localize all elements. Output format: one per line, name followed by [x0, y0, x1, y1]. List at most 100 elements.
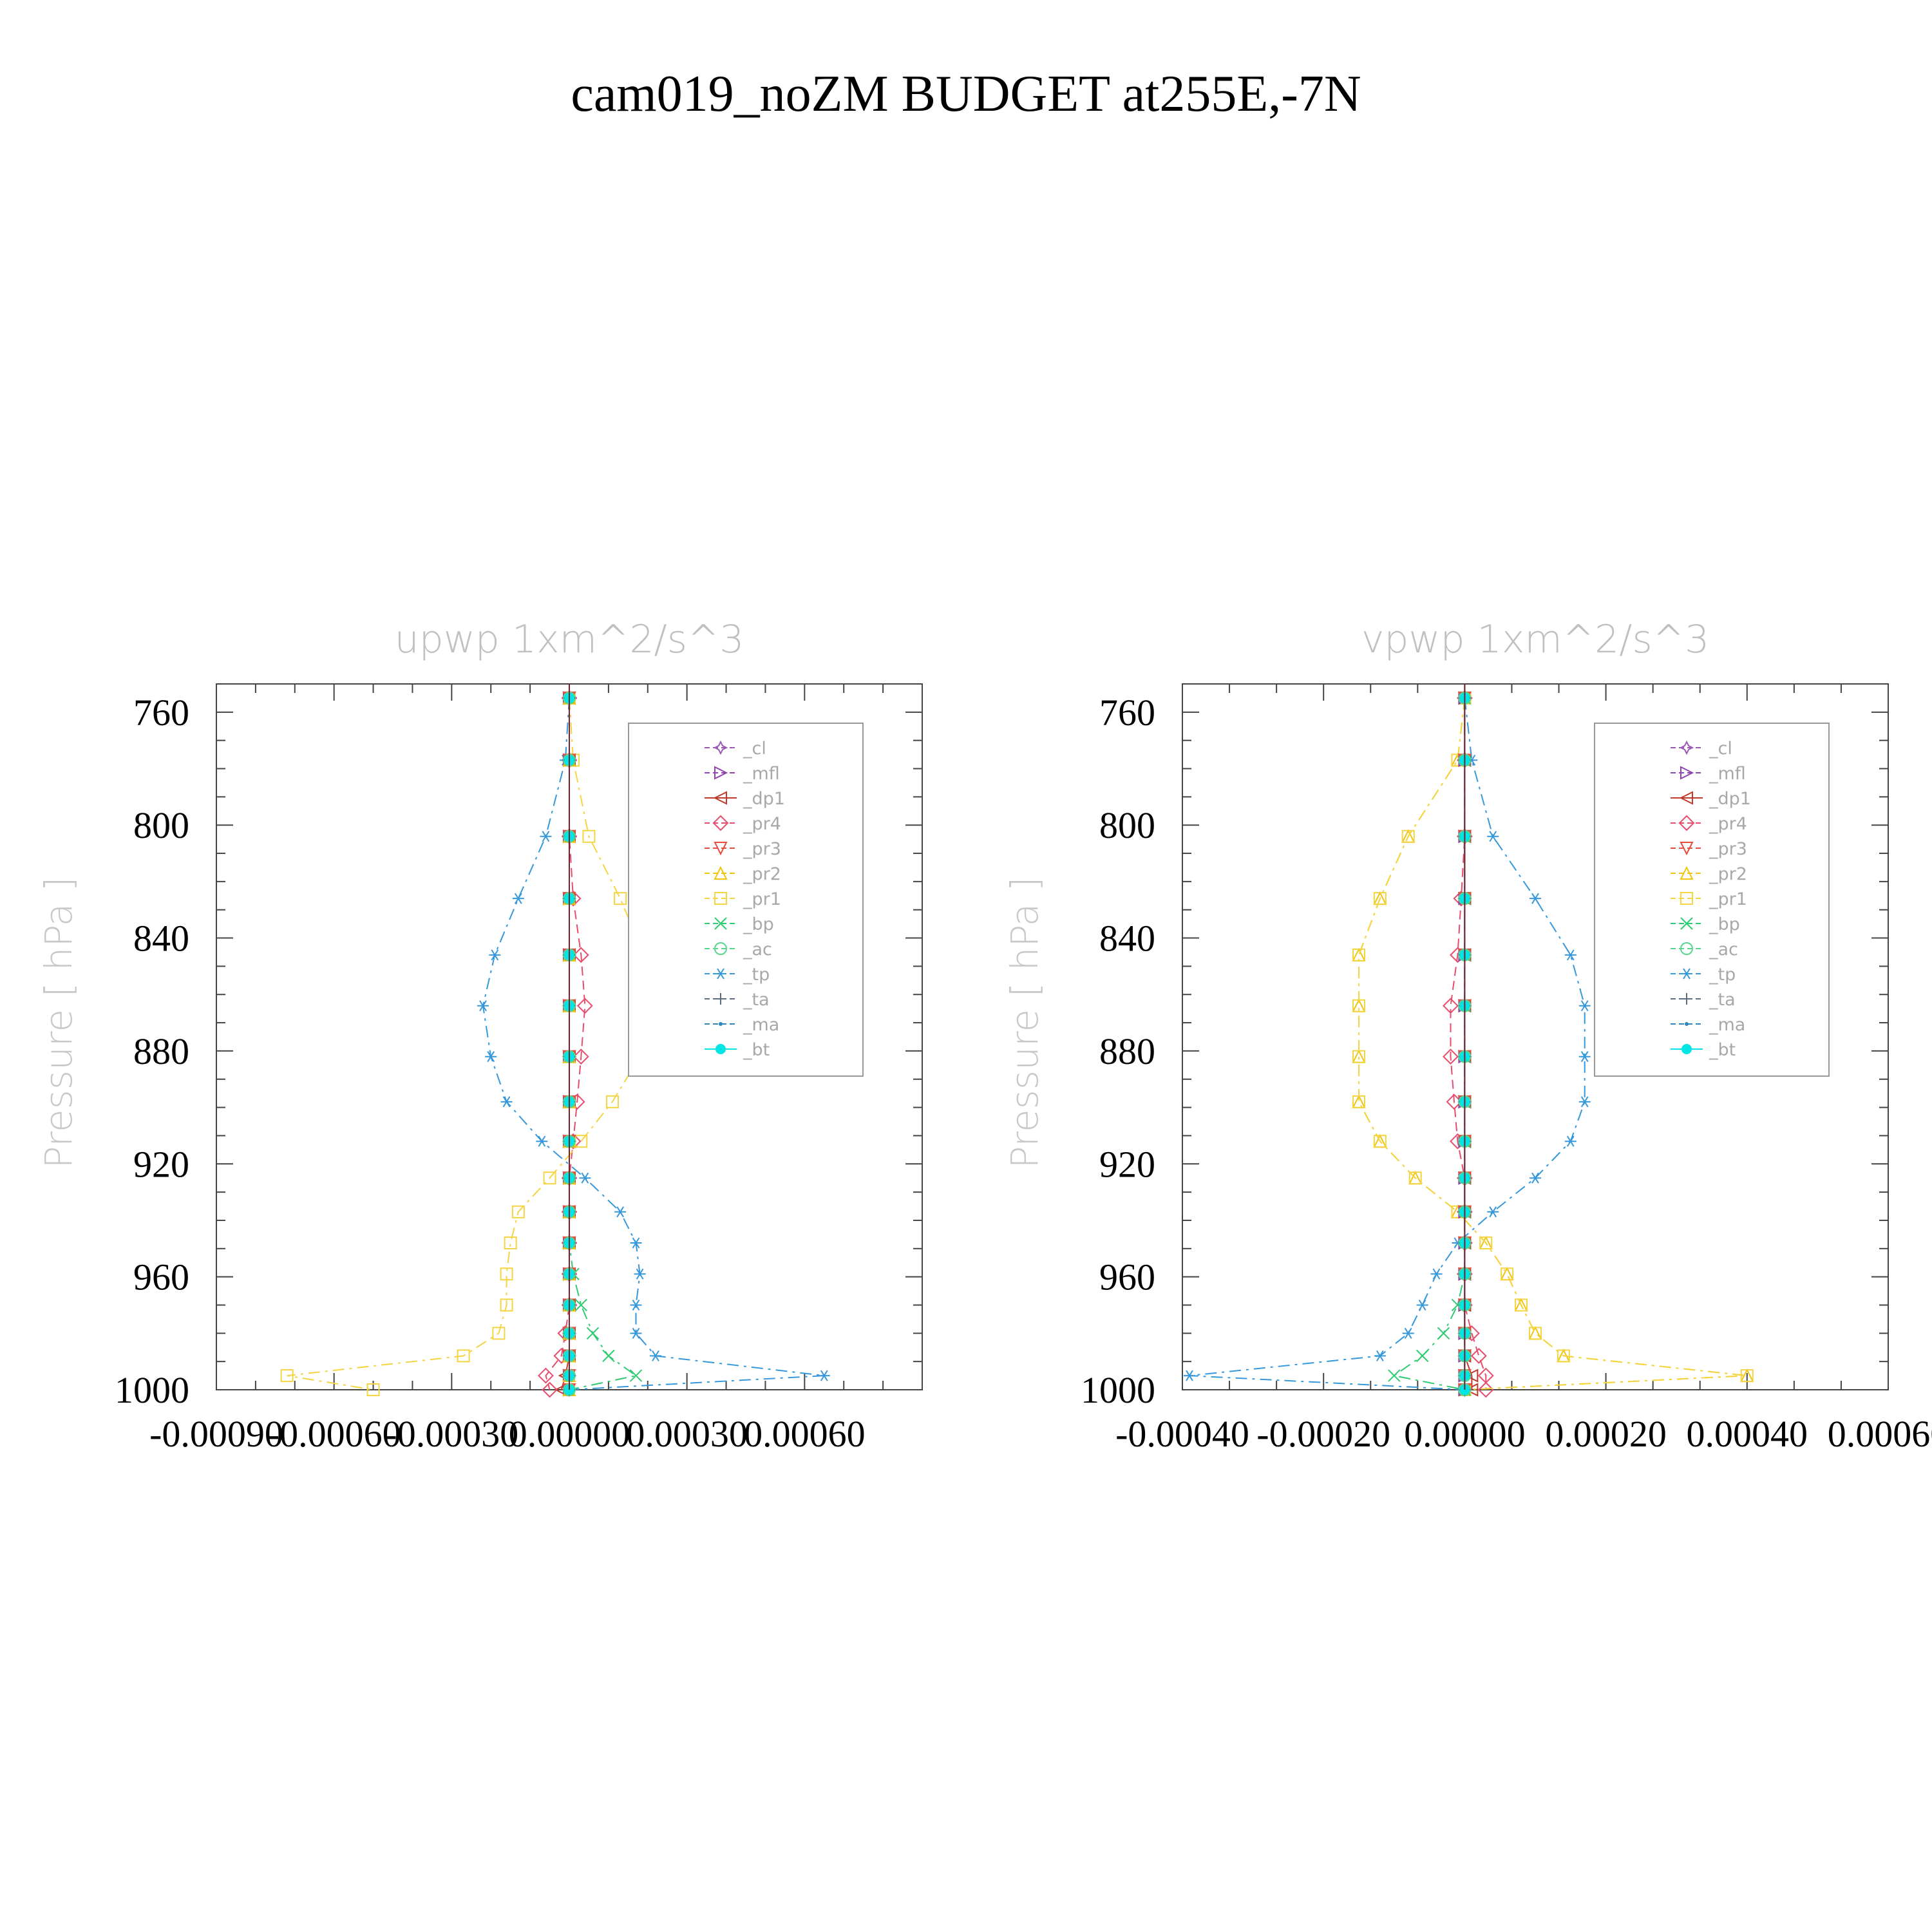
upwp-panel: upwp 1xm^2/s^3 Pressure [ hPa ] 760 800 840 8…	[37, 617, 923, 1455]
figure-title: cam019_noZM BUDGET at255E,-7N	[571, 66, 1361, 122]
legend-marker	[714, 892, 727, 905]
data-point	[1578, 1051, 1591, 1063]
series-line	[1450, 697, 1487, 1390]
data-point	[1408, 1171, 1422, 1185]
legend-label: _bt	[1709, 1040, 1736, 1060]
legend-label: _ma	[743, 1015, 779, 1035]
data-point	[614, 1206, 627, 1218]
legend-marker	[713, 740, 728, 755]
legend-label: _pr4	[1709, 814, 1747, 834]
y-tick-label: 920	[1099, 1143, 1155, 1185]
data-point	[1352, 1095, 1365, 1108]
series-line	[545, 697, 586, 1390]
y-tick-label: 760	[133, 692, 189, 734]
legend-marker	[714, 866, 728, 880]
panel-title: vpwp 1xm^2/s^3	[1361, 617, 1709, 662]
x-tick-label: -0.00040	[1115, 1413, 1249, 1455]
data-point	[818, 1370, 830, 1381]
data-point	[511, 1205, 525, 1218]
data-point	[1487, 1206, 1499, 1218]
data-point	[649, 1350, 661, 1361]
data-point	[542, 1381, 558, 1398]
legend-marker	[1681, 1044, 1692, 1054]
x-tick-label: -0.00020	[1256, 1413, 1390, 1455]
data-point	[477, 1000, 489, 1012]
legend-entry: _cl	[1671, 739, 1732, 759]
y-axis-label: Pressure [ hPa ]	[1003, 877, 1046, 1169]
legend-entry: _mfl	[1671, 764, 1746, 784]
legend-entry: _pr2	[1671, 864, 1747, 884]
y-axis-label: Pressure [ hPa ]	[37, 877, 80, 1169]
x-tick-label: 0.00060	[744, 1413, 866, 1455]
legend-entry: _bp	[705, 914, 774, 934]
data-point	[1352, 1049, 1366, 1063]
legend-label: _pr2	[743, 864, 781, 884]
legend-label: _mfl	[1709, 764, 1746, 784]
data-point	[1740, 1369, 1754, 1383]
y-tick-label: 960	[1099, 1256, 1155, 1298]
legend-entry: _pr1	[1671, 889, 1747, 909]
data-point	[573, 947, 589, 963]
legend-entry: _ac	[705, 940, 772, 960]
series-line	[1189, 697, 1586, 1390]
data-point	[1578, 1000, 1591, 1012]
panel-title: upwp 1xm^2/s^3	[395, 617, 744, 662]
data-point	[1564, 1135, 1577, 1147]
y-tick-label: 880	[1099, 1030, 1155, 1072]
data-point	[1464, 1383, 1479, 1397]
legend-entry: _ma	[705, 1015, 779, 1035]
legend-entry: _pr1	[705, 889, 781, 909]
x-tick-label: 0.00000	[1404, 1413, 1526, 1455]
legend: _cl _mfl _dp1 _pr4 _pr3 _pr2 _pr1 _bp _ac _tp _ta _…	[1594, 723, 1830, 1077]
x-tick-label: 0.00060	[1828, 1413, 1932, 1455]
data-point	[630, 1299, 642, 1311]
data-point	[1501, 1267, 1514, 1281]
legend-label: _dp1	[743, 789, 785, 809]
data-point	[536, 1135, 548, 1147]
legend-entry: _ac	[1671, 940, 1738, 960]
series-dp1	[554, 691, 576, 1397]
legend-entry: _pr2	[705, 864, 781, 884]
series-tp	[477, 692, 830, 1396]
data-point	[573, 1048, 589, 1065]
x-tick-label: -0.00060	[267, 1413, 401, 1455]
legend-label: _pr4	[743, 814, 781, 834]
data-point	[366, 1383, 380, 1396]
legend-label: _cl	[743, 739, 766, 759]
data-point	[500, 1096, 513, 1108]
data-point	[1416, 1349, 1429, 1363]
data-point	[582, 829, 596, 843]
y-tick-label: 840	[133, 918, 189, 960]
legend-entry: _cl	[705, 739, 766, 759]
legend-marker	[712, 815, 729, 831]
data-point	[1470, 1347, 1487, 1364]
data-point	[574, 1298, 587, 1312]
legend-marker	[715, 1044, 726, 1054]
x-tick-label: 0.00030	[626, 1413, 748, 1455]
x-tick-label: 0.00020	[1545, 1413, 1667, 1455]
legend-marker	[1685, 1022, 1689, 1026]
legend-marker	[1680, 766, 1694, 780]
data-point	[1530, 893, 1541, 904]
data-point	[1183, 1370, 1195, 1381]
legend-marker	[714, 942, 727, 955]
legend-box	[1594, 723, 1830, 1077]
data-point	[602, 1349, 615, 1363]
legend-label: _pr3	[743, 839, 781, 859]
data-point	[512, 893, 524, 904]
legend-label: _ac	[1709, 940, 1738, 960]
series-tp	[1183, 692, 1591, 1396]
data-point	[1500, 1267, 1514, 1281]
series-line	[1464, 697, 1473, 1390]
data-point	[1374, 1350, 1386, 1361]
y-tick-label: 880	[133, 1030, 189, 1072]
legend-entry: _mfl	[705, 764, 780, 784]
series-pr1	[1352, 691, 1754, 1396]
data-point	[543, 1171, 556, 1185]
data-point	[630, 1237, 642, 1249]
legend-marker	[1680, 842, 1694, 856]
data-point	[1479, 1236, 1493, 1250]
series-line	[482, 697, 824, 1390]
series-line	[560, 697, 570, 1390]
data-point	[540, 831, 552, 842]
